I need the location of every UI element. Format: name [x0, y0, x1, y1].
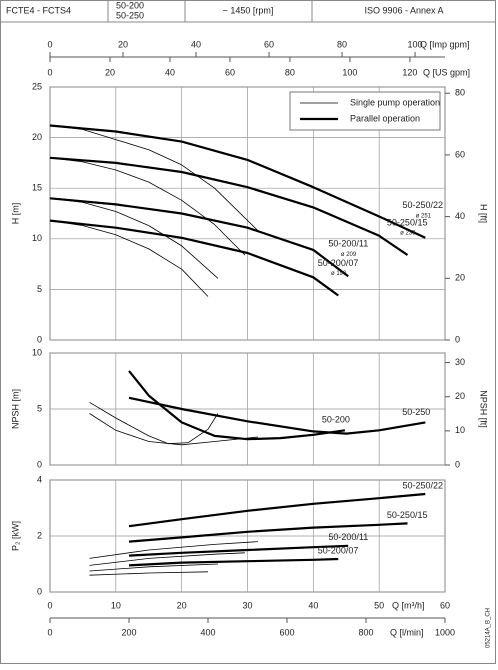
y-tick-label: 10: [32, 347, 42, 357]
curve-diameter: ø 209: [341, 252, 357, 258]
x-tick-label: 80: [285, 67, 295, 77]
y-axis-title: P₂ [kW]: [10, 521, 20, 551]
x-tick-label: 80: [337, 39, 347, 49]
x-tick-label: 20: [177, 600, 187, 610]
y2-tick-label: 30: [455, 357, 465, 367]
curve-diameter: ø 251: [416, 213, 432, 219]
y-axis-title: NPSH [m]: [10, 389, 20, 429]
header-speed: ~ 1450 [rpm]: [223, 5, 274, 15]
curve: [49, 220, 209, 297]
y2-tick-label: 0: [455, 334, 460, 344]
y-tick-label: 20: [32, 132, 42, 142]
y2-tick-label: 0: [455, 459, 460, 469]
curve: [49, 156, 409, 256]
y-tick-label: 25: [32, 81, 42, 91]
x-tick-label: 0: [47, 67, 52, 77]
y2-tick-label: 20: [455, 391, 465, 401]
x-tick-label: 40: [165, 67, 175, 77]
x-tick-label: 200: [121, 627, 136, 637]
x-tick-label: 30: [242, 600, 252, 610]
curve-label: 50-200/07: [318, 258, 359, 268]
curve: [49, 197, 349, 278]
x-tick-label: 50: [374, 600, 384, 610]
y-axis-title: H [m]: [10, 203, 20, 225]
curve: [49, 157, 246, 256]
x-tick-label: 1000: [435, 627, 455, 637]
curve-label: 50-200: [322, 415, 350, 425]
x-axis-title: Q [Imp gpm]: [420, 39, 470, 49]
curve: [128, 544, 349, 557]
curve: [89, 552, 245, 566]
curve: [128, 396, 426, 435]
x-tick-label: 0: [47, 39, 52, 49]
y-tick-label: 5: [37, 284, 42, 294]
y2-axis-title: NPSH [ft]: [479, 390, 489, 428]
curve-label: 50-200/11: [328, 239, 368, 249]
curve: [128, 522, 408, 543]
legend-box: [289, 91, 441, 131]
x-axis-title: Q [m³/h]: [392, 600, 425, 610]
legend-label: Single pump operation: [350, 97, 440, 107]
x-tick-label: 600: [279, 627, 294, 637]
y-tick-label: 0: [37, 586, 42, 596]
curve-label: 50-250: [402, 407, 430, 417]
y2-tick-label: 20: [455, 273, 465, 283]
x-tick-label: 60: [440, 600, 450, 610]
x-tick-label: 0: [47, 627, 52, 637]
x-tick-label: 20: [105, 67, 115, 77]
curve: [128, 557, 339, 567]
x-axis-title: Q [US gpm]: [423, 67, 470, 77]
x-tick-label: 800: [358, 627, 373, 637]
curve: [49, 124, 426, 239]
y2-tick-label: 40: [455, 211, 465, 221]
y2-tick-label: 10: [455, 425, 465, 435]
curve: [89, 413, 259, 446]
curve-diameter: ø 190: [331, 271, 347, 277]
y-tick-label: 2: [37, 530, 42, 540]
x-axis-title: Q [l/min]: [390, 627, 424, 637]
y2-tick-label: 60: [455, 149, 465, 159]
x-tick-label: 40: [191, 39, 201, 49]
x-tick-label: 100: [408, 39, 423, 49]
curve-label: 50-200/07: [318, 545, 359, 555]
curve-label: 50-250/15: [387, 510, 428, 520]
y-tick-label: 5: [37, 403, 42, 413]
y2-tick-label: 80: [455, 88, 465, 98]
y-tick-label: 0: [37, 459, 42, 469]
x-tick-label: 120: [402, 67, 417, 77]
curve: [89, 563, 218, 572]
y-tick-label: 15: [32, 183, 42, 193]
curve: [128, 370, 346, 441]
legend-label: Parallel operation: [350, 113, 420, 123]
x-tick-label: 100: [342, 67, 357, 77]
curve: [128, 492, 426, 528]
y-tick-label: 10: [32, 233, 42, 243]
curve-label: 50-250/15: [387, 217, 428, 227]
drawing-id: 05214A_B_CH: [486, 608, 492, 648]
curve: [89, 571, 209, 576]
header-series: FCTE4 - FCTS4: [6, 5, 71, 15]
curve: [49, 219, 339, 297]
x-tick-label: 0: [47, 600, 52, 610]
curve-label: 50-200/11: [328, 532, 368, 542]
y-tick-label: 0: [37, 334, 42, 344]
y2-axis-title: H [ft]: [479, 204, 489, 223]
y-tick-label: 4: [37, 474, 42, 484]
curve-label: 50-250/22: [402, 200, 443, 210]
header-model: 50-200: [116, 0, 144, 10]
x-tick-label: 10: [111, 600, 121, 610]
header-standard: ISO 9906 - Annex A: [364, 5, 443, 15]
curve: [89, 541, 259, 559]
x-tick-label: 400: [200, 627, 215, 637]
x-tick-label: 20: [118, 39, 128, 49]
x-tick-label: 60: [225, 67, 235, 77]
header-model: 50-250: [116, 10, 144, 20]
x-tick-label: 40: [308, 600, 318, 610]
curve-label: 50-250/22: [402, 480, 443, 490]
x-tick-label: 60: [264, 39, 274, 49]
curve-diameter: ø 233: [400, 231, 416, 237]
